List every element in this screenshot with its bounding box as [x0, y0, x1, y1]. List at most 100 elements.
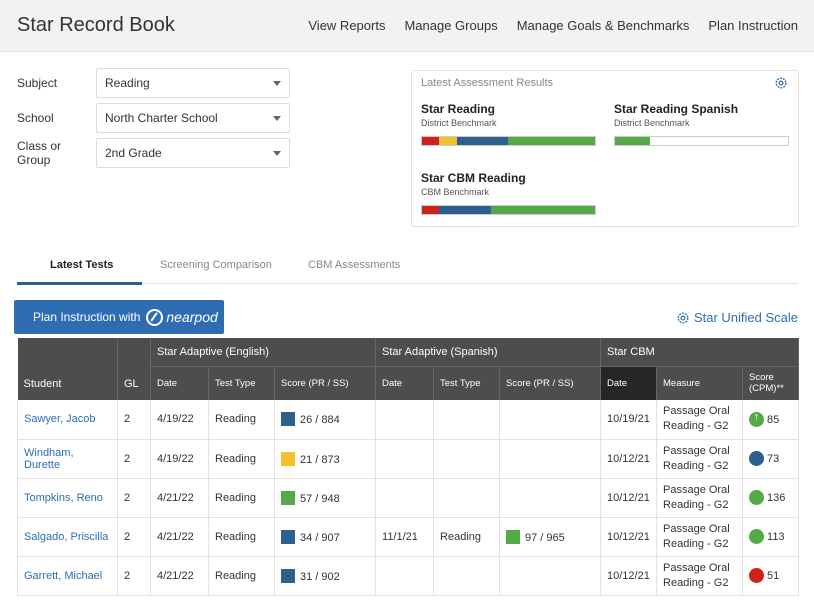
nav-view-reports[interactable]: View Reports — [308, 18, 386, 33]
es-score-header[interactable]: Score (PR / SS) — [499, 365, 602, 400]
cbm-date-cell: 10/12/21 — [600, 439, 658, 479]
es-date-header[interactable]: Date — [375, 365, 435, 400]
es-score-cell: 97 / 965 — [499, 517, 602, 557]
cbm-date-header[interactable]: Date — [600, 365, 658, 400]
cpm-score: 136 — [767, 492, 786, 504]
measure-cell: Passage Oral Reading - G2 — [656, 439, 744, 479]
measure-header[interactable]: Measure — [656, 365, 744, 400]
en-type-header[interactable]: Test Type — [208, 365, 275, 400]
es-type-cell — [433, 478, 501, 518]
star-reading-spanish-metric: Star Reading Spanish District Benchmark — [614, 102, 789, 146]
gear-icon — [677, 311, 689, 324]
student-header[interactable]: Student — [17, 338, 118, 400]
score-level-swatch — [281, 451, 295, 466]
bar-segment — [615, 137, 650, 145]
student-cell: Garrett, Michael — [17, 556, 118, 596]
metric-name: Star CBM Reading — [421, 171, 526, 185]
en-score-header[interactable]: Score (PR / SS) — [274, 365, 377, 400]
student-link[interactable]: Garrett, Michael — [24, 569, 103, 582]
es-type-cell: Reading — [433, 517, 501, 557]
students-table: Student GL Star Adaptive (English) Star … — [17, 338, 800, 596]
en-type-cell: Reading — [208, 400, 275, 440]
tab-latest-tests[interactable]: Latest Tests — [50, 259, 114, 271]
unified-scale-link[interactable]: Star Unified Scale — [676, 310, 798, 325]
measure-cell: Passage Oral Reading - G2 — [656, 400, 744, 440]
tab-cbm-assessments[interactable]: CBM Assessments — [308, 259, 401, 271]
subject-filter: Subject Reading — [17, 68, 290, 98]
nearpod-wordmark: nearpod — [166, 309, 218, 325]
bar-segment — [456, 137, 509, 145]
en-date-cell: 4/19/22 — [150, 400, 209, 440]
nav-plan-instruction[interactable]: Plan Instruction — [708, 18, 798, 33]
student-link[interactable]: Windham, Durette — [24, 446, 74, 471]
cpm-cell: 73 — [742, 439, 800, 479]
gl-cell: 2 — [117, 478, 151, 518]
score-level-swatch — [281, 412, 295, 427]
en-type-cell: Reading — [208, 439, 275, 479]
star-cbm-metric: Star CBM Reading CBM Benchmark — [421, 171, 596, 215]
gear-icon[interactable] — [774, 76, 788, 90]
cpm-score: 113 — [767, 531, 785, 543]
gl-header[interactable]: GL — [117, 338, 151, 400]
group-select[interactable]: 2nd Grade — [96, 138, 290, 168]
en-date-cell: 4/21/22 — [150, 478, 209, 518]
active-tab-indicator — [17, 282, 142, 285]
tab-screening-comparison[interactable]: Screening Comparison — [160, 259, 272, 271]
cpm-score: 85 — [767, 413, 780, 426]
en-score-cell: 34 / 907 — [274, 517, 377, 557]
score-level-swatch — [506, 529, 521, 544]
adaptive-english-header: Star Adaptive (English) — [150, 338, 377, 366]
score-level-swatch — [281, 529, 295, 544]
measure-cell: Passage Oral Reading - G2 — [656, 556, 744, 596]
school-select[interactable]: North Charter School — [96, 103, 290, 133]
en-type-cell: Reading — [208, 517, 275, 557]
gl-cell: 2 — [117, 400, 151, 440]
gl-cell: 2 — [117, 517, 151, 557]
es-score-cell — [499, 478, 602, 518]
nearpod-logo: nearpod — [146, 308, 218, 326]
up-arrow-icon — [749, 411, 765, 427]
es-date-cell — [375, 556, 435, 596]
plan-instruction-button[interactable]: Plan Instruction with nearpod — [14, 300, 224, 334]
es-type-header[interactable]: Test Type — [433, 365, 501, 400]
nav-manage-groups[interactable]: Manage Groups — [404, 18, 498, 33]
en-score: 34 / 907 — [300, 531, 340, 544]
en-score: 21 / 873 — [300, 453, 340, 466]
en-date-cell: 4/21/22 — [150, 556, 209, 596]
plan-button-label: Plan Instruction with — [33, 310, 141, 324]
status-dot — [749, 568, 765, 583]
adaptive-spanish-header: Star Adaptive (Spanish) — [375, 338, 602, 366]
cpm-cell: 85 — [742, 400, 800, 440]
en-score: 57 / 948 — [300, 492, 340, 505]
es-type-cell — [433, 556, 501, 596]
cpm-header[interactable]: Score (CPM)** — [742, 365, 800, 400]
score-level-swatch — [281, 490, 295, 505]
en-date-cell: 4/21/22 — [150, 517, 209, 557]
cbm-date-cell: 10/19/21 — [600, 400, 658, 440]
student-link[interactable]: Salgado, Priscilla — [24, 530, 109, 543]
metric-benchmark: CBM Benchmark — [421, 187, 490, 197]
es-score-cell — [499, 439, 602, 479]
subject-select[interactable]: Reading — [96, 68, 290, 98]
bar-segment — [422, 137, 440, 145]
app-title: Star Record Book — [17, 14, 175, 36]
chevron-down-icon — [273, 150, 281, 156]
bar-segment — [508, 137, 595, 145]
status-dot — [749, 490, 765, 505]
cpm-cell: 136 — [742, 478, 800, 518]
nearpod-icon — [146, 308, 164, 326]
student-link[interactable]: Sawyer, Jacob — [24, 413, 96, 426]
nav-manage-goals[interactable]: Manage Goals & Benchmarks — [516, 18, 690, 33]
status-dot — [749, 451, 765, 466]
school-label: School — [17, 111, 54, 125]
en-date-cell: 4/19/22 — [150, 439, 209, 479]
cbm-header: Star CBM — [600, 338, 800, 366]
gl-cell: 2 — [117, 556, 151, 596]
en-date-header[interactable]: Date — [150, 365, 209, 400]
student-link[interactable]: Tompkins, Reno — [24, 491, 103, 504]
table-row: Garrett, Michael 2 4/21/22 Reading 31 / 902 1… — [17, 556, 800, 596]
chevron-down-icon — [273, 115, 281, 121]
table-body: Sawyer, Jacob 2 4/19/22 Reading 26 / 884 10/1… — [17, 400, 800, 596]
benchmark-bar — [614, 136, 789, 146]
cpm-score: 51 — [767, 570, 780, 582]
